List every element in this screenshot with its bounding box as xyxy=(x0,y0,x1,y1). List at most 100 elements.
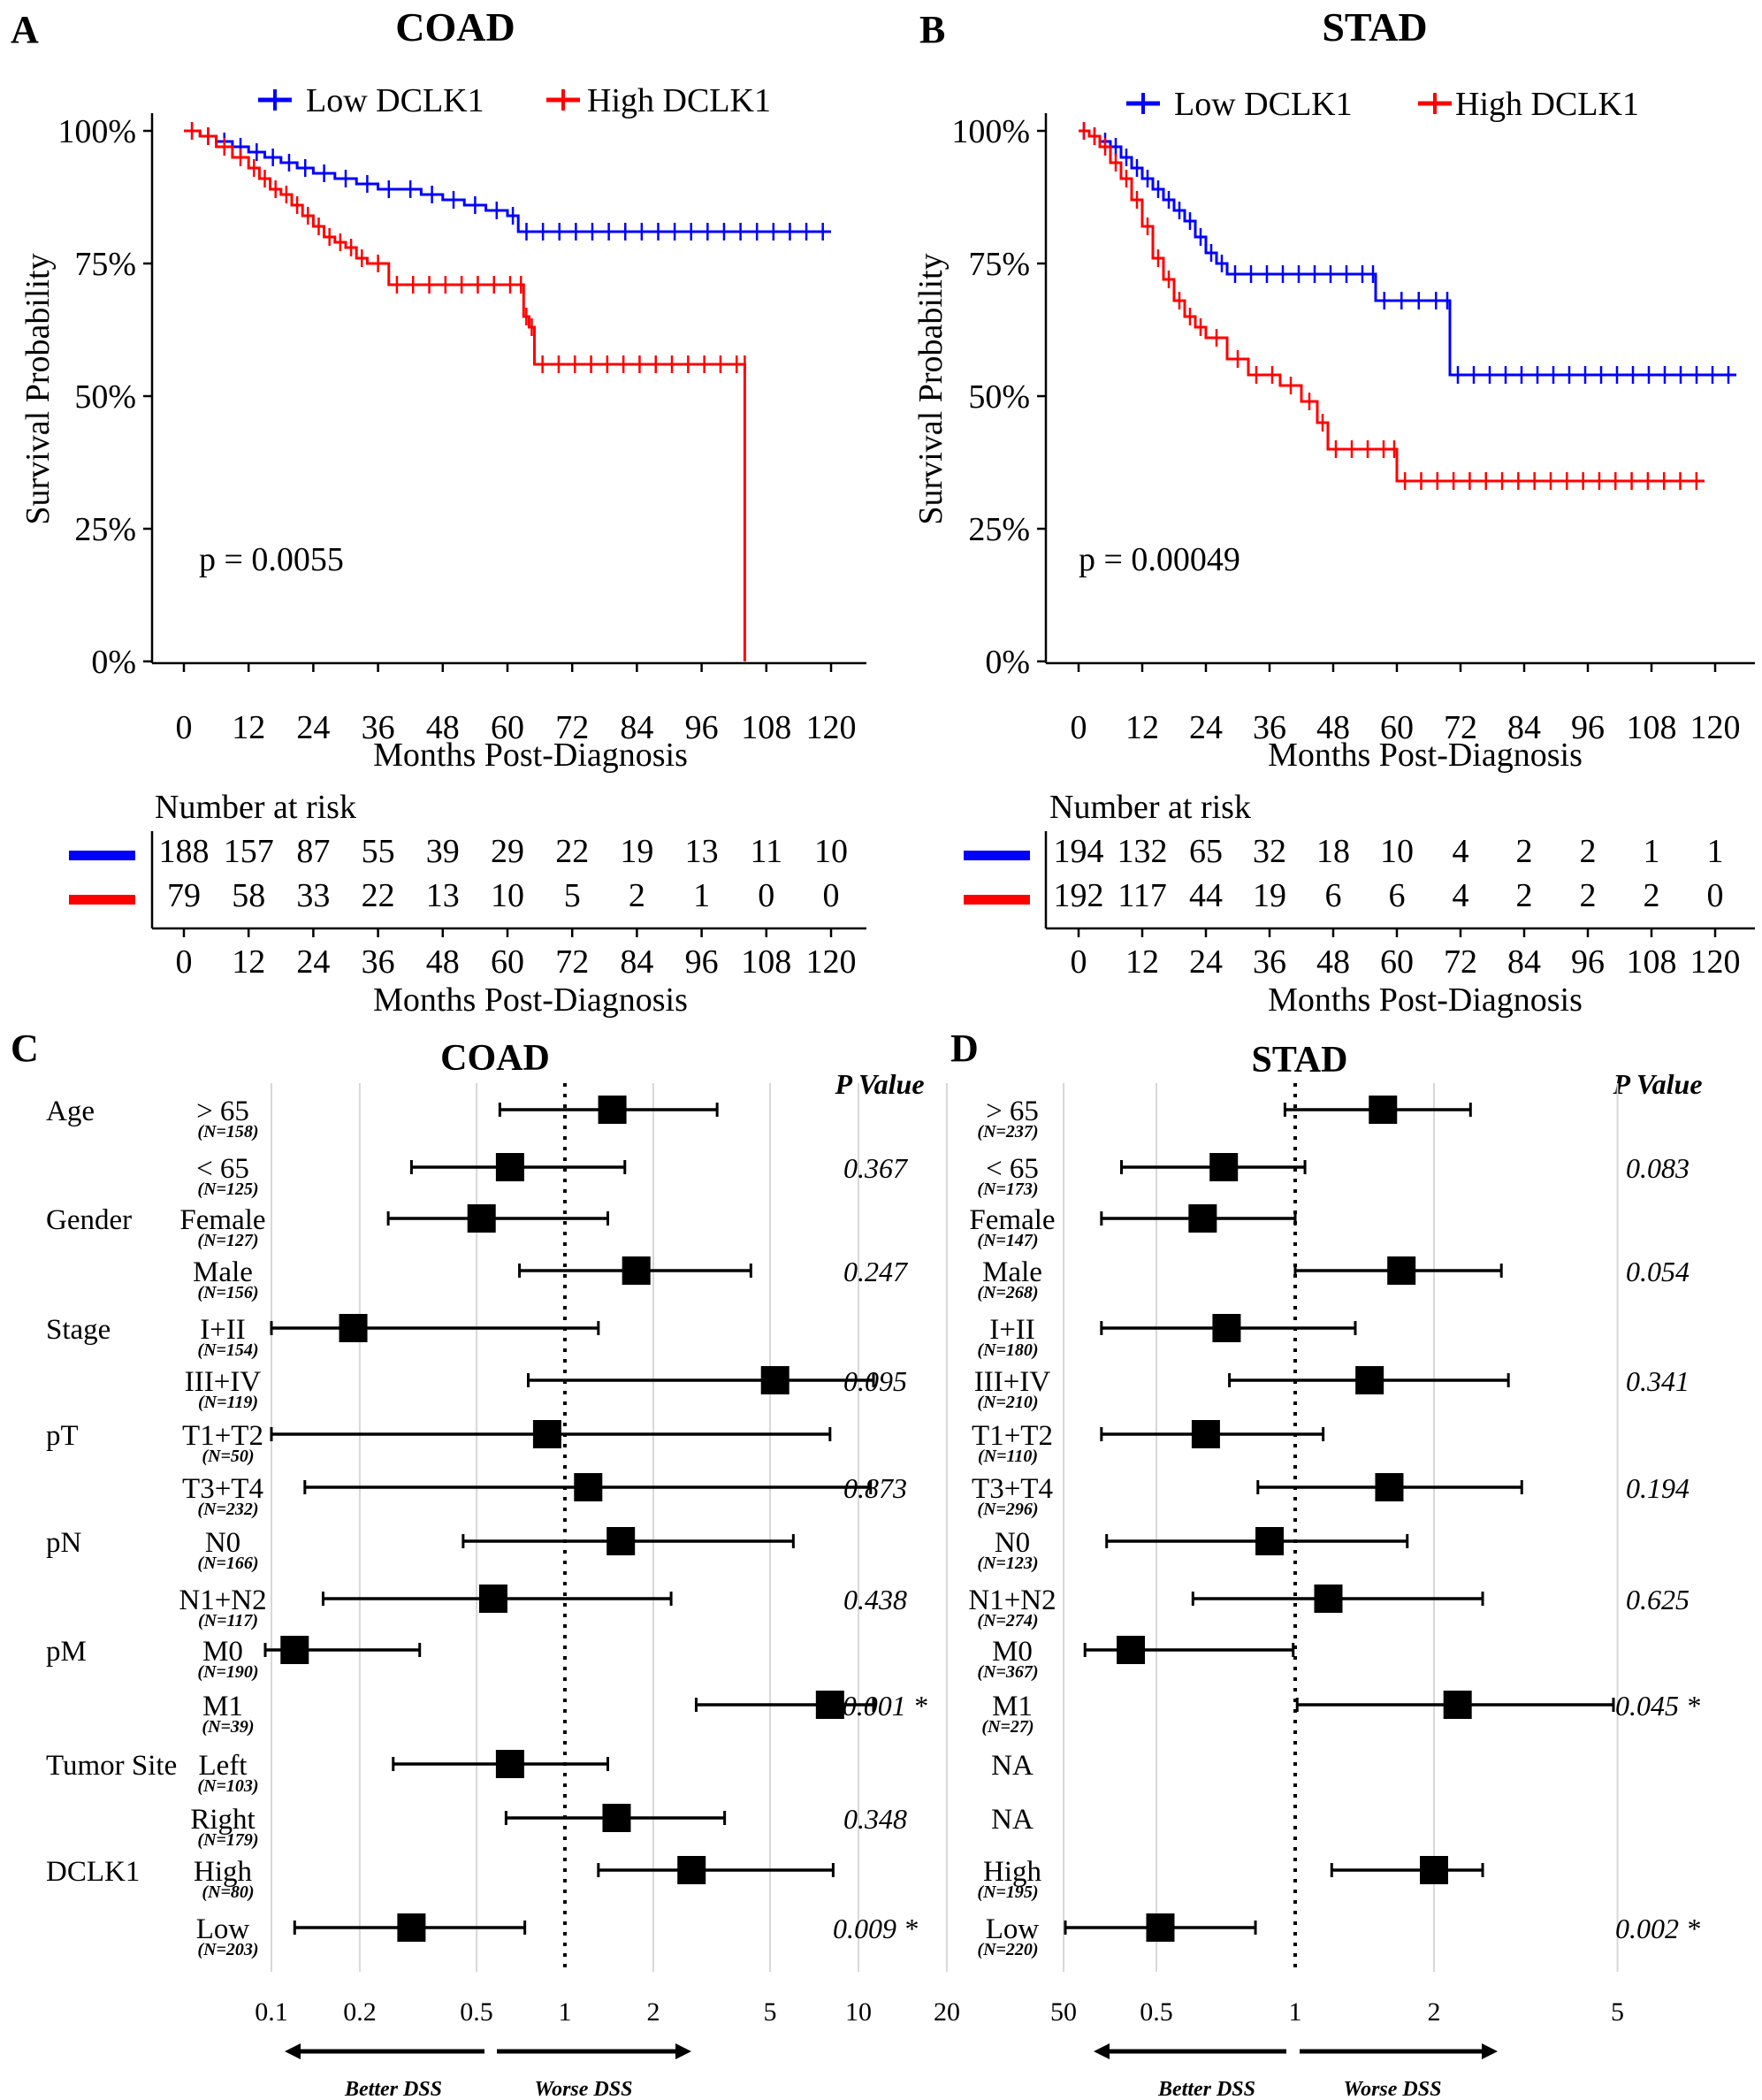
forest-n-label: (N=127) xyxy=(197,1231,258,1250)
km-xtick-label: 36 xyxy=(362,709,395,746)
risk-xtick-label: 108 xyxy=(1627,943,1677,981)
risk-title-a: Number at risk xyxy=(155,789,356,826)
forest-hr-marker xyxy=(606,1527,636,1555)
forest-hr-marker xyxy=(677,1856,706,1884)
forest-xtick-label: 5 xyxy=(1611,1997,1624,2027)
forest-pvalue: 0.367 xyxy=(843,1152,909,1184)
risk-xtick-label: 96 xyxy=(685,943,719,981)
forest-pvalue: 0.009 * xyxy=(833,1913,918,1944)
risk-xtick-label: 48 xyxy=(1316,943,1350,981)
forest-group-label: Stage xyxy=(46,1314,111,1346)
km-ytick-label: 0% xyxy=(985,644,1030,681)
risk-value-low: 194 xyxy=(1054,833,1104,870)
forest-row-label: NA xyxy=(991,1750,1034,1782)
km-xtick-label: 84 xyxy=(620,709,653,746)
forest-n-label: (N=268) xyxy=(977,1283,1038,1302)
risk-xtick-label: 12 xyxy=(1125,943,1159,981)
forest-hr-marker xyxy=(815,1691,844,1719)
km-xtick-label: 24 xyxy=(296,709,330,746)
km-pvalue-b: p = 0.00049 xyxy=(1079,541,1240,578)
forest-hr-marker xyxy=(602,1804,631,1832)
forest-xtick-label: 0.1 xyxy=(255,1997,288,2027)
forest-pvalue: 0.625 xyxy=(1626,1584,1690,1615)
km-ytick-label: 100% xyxy=(57,113,136,150)
risk-value-high: 0 xyxy=(1707,877,1724,914)
forest-n-label: (N=27) xyxy=(981,1717,1034,1737)
forest-pvalue: 0.438 xyxy=(843,1584,907,1615)
risk-value-low: 188 xyxy=(159,833,210,870)
forest-row-label: I+II xyxy=(989,1314,1035,1346)
risk-value-low: 13 xyxy=(685,833,719,870)
forest-hr-marker xyxy=(574,1473,603,1501)
km-xtick-label: 60 xyxy=(491,709,524,746)
risk-value-low: 1 xyxy=(1644,833,1660,870)
risk-xtick-label: 72 xyxy=(1444,943,1477,981)
forest-row-label: Male xyxy=(982,1256,1042,1288)
forest-n-label: (N=296) xyxy=(977,1500,1038,1519)
forest-xtick-label: 10 xyxy=(845,1997,872,2027)
risk-value-low: 55 xyxy=(362,833,395,870)
forest-n-label: (N=180) xyxy=(977,1340,1038,1360)
risk-value-high: 2 xyxy=(629,877,645,914)
forest-hr-marker xyxy=(1191,1420,1220,1448)
forest-hr-marker xyxy=(478,1585,507,1613)
forest-hr-marker xyxy=(1146,1913,1175,1942)
forest-n-label: (N=103) xyxy=(197,1776,258,1796)
forest-n-label: (N=125) xyxy=(197,1180,258,1199)
forest-hr-marker xyxy=(495,1153,524,1181)
forest-xtick-label: 0.5 xyxy=(1140,1997,1173,2027)
panel-title-d: STAD xyxy=(1252,1040,1348,1081)
forest-group-label: pM xyxy=(46,1636,87,1668)
forest-group-label: Gender xyxy=(46,1204,132,1236)
risk-value-high: 58 xyxy=(232,877,265,914)
forest-hr-marker xyxy=(1387,1256,1416,1285)
forest-group-label: Age xyxy=(46,1096,95,1127)
km-curve-high xyxy=(1079,129,1705,483)
km-xtick-label: 96 xyxy=(685,709,719,746)
forest-row-label: N0 xyxy=(205,1527,240,1559)
risk-xtick-label: 36 xyxy=(1253,943,1286,981)
panel-letter-a: A xyxy=(11,8,39,51)
forest-row-label: High xyxy=(983,1856,1042,1888)
forest-n-label: (N=119) xyxy=(198,1393,258,1412)
risk-table-a xyxy=(69,831,866,930)
forest-pvalue: 0.247 xyxy=(843,1256,909,1287)
risk-value-high: 44 xyxy=(1189,877,1223,914)
km-xtick-label: 0 xyxy=(1071,709,1087,746)
forest-arrows-c xyxy=(285,2043,691,2059)
worse-dss-d: Worse DSS xyxy=(1344,2078,1442,2100)
km-xtick-label: 24 xyxy=(1189,709,1223,746)
forest-n-label: (N=173) xyxy=(977,1180,1038,1199)
risk-value-high: 2 xyxy=(1644,877,1660,914)
km-ylabel-a: Survival Probability xyxy=(19,253,57,524)
risk-xtick-label: 60 xyxy=(1380,943,1414,981)
forest-n-label: (N=190) xyxy=(197,1662,258,1682)
risk-xtick-label: 0 xyxy=(1071,943,1087,981)
forest-row-label: NA xyxy=(991,1804,1034,1836)
risk-value-high: 19 xyxy=(1253,877,1286,914)
panel-letter-d: D xyxy=(950,1027,979,1070)
forest-n-label: (N=210) xyxy=(977,1393,1038,1412)
forest-hr-marker xyxy=(1209,1153,1239,1181)
forest-hr-marker xyxy=(1369,1096,1398,1124)
risk-value-high: 0 xyxy=(758,877,774,914)
risk-xtick-label: 24 xyxy=(1189,943,1223,981)
panel-letter-b: B xyxy=(919,8,945,51)
forest-hr-marker xyxy=(339,1314,368,1342)
forest-hr-marker xyxy=(397,1913,426,1942)
forest-group-label: DCLK1 xyxy=(46,1856,140,1888)
km-xtick-label: 12 xyxy=(1125,709,1159,746)
forest-n-label: (N=274) xyxy=(977,1611,1038,1630)
forest-row-label: N0 xyxy=(995,1527,1030,1559)
risk-value-high: 117 xyxy=(1117,877,1167,914)
risk-value-low: 19 xyxy=(620,833,653,870)
panel-title-b: STAD xyxy=(1322,4,1427,50)
forest-row-label: < 65 xyxy=(196,1153,249,1185)
risk-value-high: 2 xyxy=(1580,877,1597,914)
forest-hr-marker xyxy=(622,1256,651,1285)
forest-hr-marker xyxy=(1443,1691,1472,1719)
risk-value-low: 10 xyxy=(1380,833,1414,870)
km-xtick-label: 60 xyxy=(1380,709,1414,746)
risk-value-high: 6 xyxy=(1325,877,1342,914)
forest-n-label: (N=80) xyxy=(202,1882,254,1902)
